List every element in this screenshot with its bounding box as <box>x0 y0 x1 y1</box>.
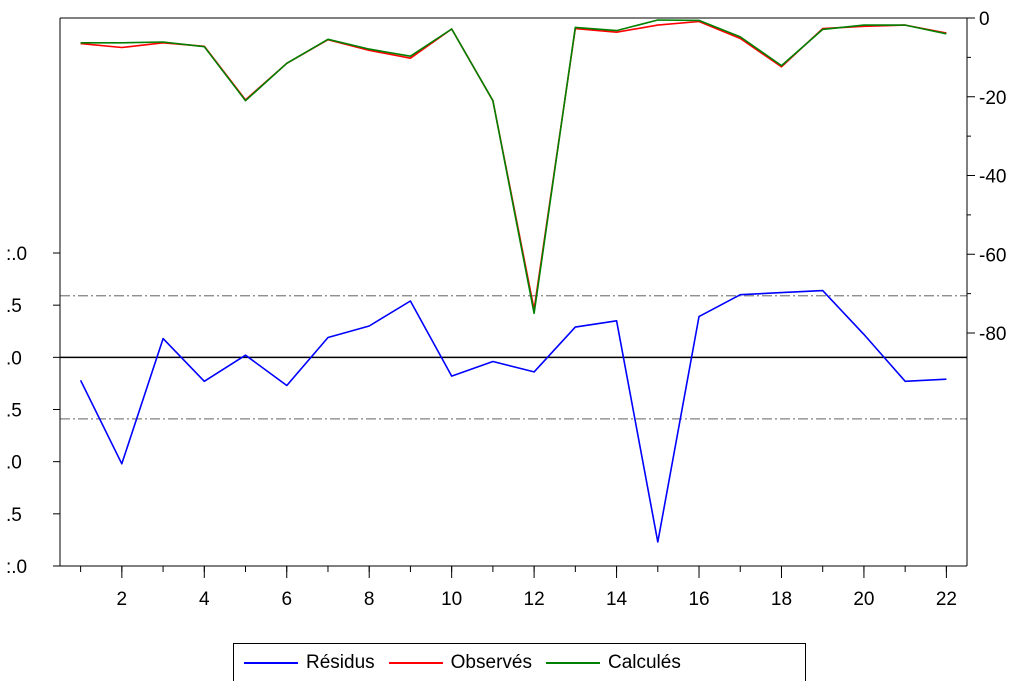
legend-swatch-calcules <box>545 661 600 664</box>
legend-swatch-residus <box>244 661 298 664</box>
legend-label-residus: Résidus <box>306 651 375 673</box>
legend: Résidus Observés Calculés <box>233 643 806 681</box>
left-tick-label: .5 <box>6 401 22 422</box>
x-tick-label: 18 <box>771 589 792 610</box>
legend-item-residus: Résidus <box>244 652 375 674</box>
series-line-observés <box>80 20 947 311</box>
right-tick-label: 0 <box>979 9 990 30</box>
right-tick-label: -20 <box>979 88 1006 109</box>
series-line-calculés <box>80 19 947 315</box>
x-tick-label: 4 <box>199 589 210 610</box>
left-tick-label: .0 <box>6 348 22 369</box>
left-tick-label: .5 <box>6 296 22 317</box>
right-tick-label: -80 <box>979 324 1006 345</box>
x-tick-label: 20 <box>853 589 874 610</box>
x-tick-label: 12 <box>524 589 545 610</box>
left-tick-label: :.0 <box>6 244 27 265</box>
x-tick-label: 14 <box>606 589 628 610</box>
x-tick-label: 8 <box>364 589 375 610</box>
x-tick-label: 22 <box>936 589 957 610</box>
right-tick-label: -40 <box>979 167 1006 188</box>
x-tick-label: 10 <box>441 589 462 610</box>
x-tick-label: 6 <box>281 589 292 610</box>
axes: 2 4 6 8 10 12 14 16 18 20 22 0 -20 -40 -60 -80 :.0 .5 .0 .5… <box>6 9 1006 610</box>
left-tick-label: :.0 <box>6 557 27 578</box>
right-tick-label: -60 <box>979 245 1006 266</box>
series-line-résidus <box>79 289 947 543</box>
x-tick-label: 2 <box>117 589 128 610</box>
reference-lines <box>60 295 967 420</box>
legend-swatch-observes <box>388 661 443 664</box>
legend-label-observes: Observés <box>450 651 532 673</box>
left-tick-label: .0 <box>6 453 22 474</box>
legend-item-observes: Observés <box>388 651 532 674</box>
legend-item-calcules: Calculés <box>545 651 681 674</box>
series-layer <box>79 19 947 543</box>
x-tick-label: 16 <box>688 589 709 610</box>
left-tick-label: .5 <box>6 505 22 526</box>
legend-label-calcules: Calculés <box>607 651 681 673</box>
